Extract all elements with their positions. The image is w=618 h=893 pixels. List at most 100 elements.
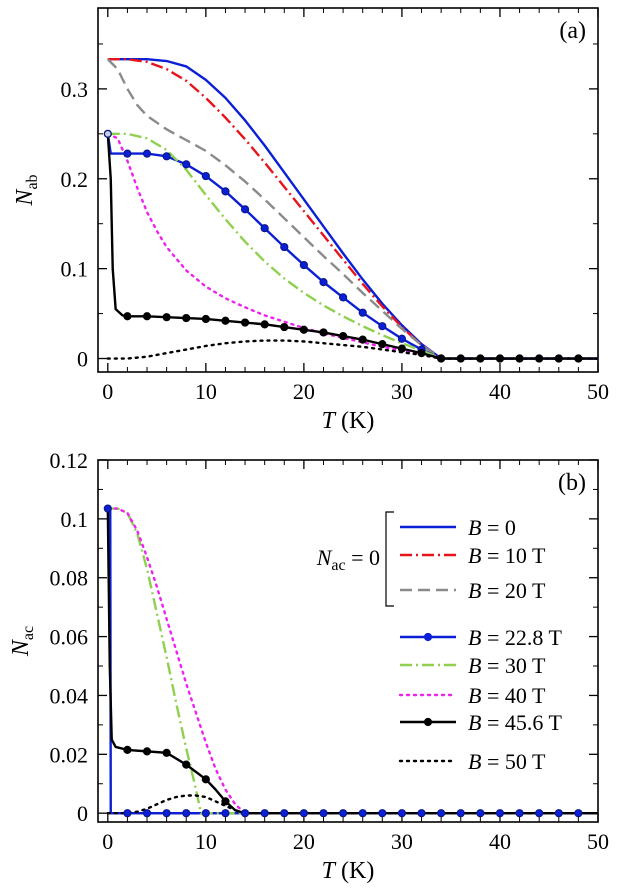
series-marker — [260, 224, 269, 233]
panel-a: 0 10 20 30 40 50 0 0.1 0.2 0.3 T (K) Nab (a) — [12, 7, 609, 434]
y-tick-label: 0.12 — [50, 448, 89, 473]
series-marker — [495, 354, 505, 363]
x-tick-label: 20 — [293, 829, 315, 854]
panel-b: 0 10 20 30 40 50 0 0.02 0.04 0.06 0.08 0.1 0.12 T (K)… — [8, 448, 609, 884]
y-tick-label: 0.1 — [61, 507, 89, 532]
series-marker — [535, 809, 544, 818]
series-marker — [260, 320, 269, 329]
series-marker — [182, 160, 191, 169]
series-marker — [319, 278, 328, 287]
series-line — [107, 507, 598, 815]
series-marker — [182, 760, 191, 769]
x-tick-label: 10 — [195, 829, 217, 854]
legend-label: B = 50 T — [468, 749, 546, 774]
series-group — [103, 504, 598, 818]
legend-label: B = 30 T — [468, 653, 546, 678]
series-marker — [221, 797, 230, 806]
x-tick-label: 50 — [587, 829, 609, 854]
series-marker — [358, 308, 367, 317]
series-marker — [574, 809, 583, 818]
x-tick-label: 20 — [293, 379, 315, 404]
series-marker — [182, 809, 191, 818]
y-tick-label: 0.2 — [61, 167, 89, 192]
series-marker — [221, 316, 230, 325]
series-marker — [554, 354, 563, 363]
series-marker — [123, 809, 132, 818]
plot-frame — [97, 7, 599, 373]
legend-label: B = 22.8 T — [468, 625, 562, 650]
x-axis-title: T (K) — [322, 858, 375, 884]
series-marker — [319, 809, 328, 818]
panel-label: (b) — [558, 470, 586, 496]
series-marker — [240, 318, 250, 327]
x-tick-label: 40 — [489, 829, 511, 854]
series-marker — [142, 149, 152, 158]
y-tick-label: 0.3 — [61, 77, 89, 102]
series-marker — [338, 809, 348, 818]
series-marker — [476, 809, 485, 818]
series-marker — [378, 322, 387, 331]
series-line — [106, 508, 598, 815]
series-marker — [201, 171, 210, 181]
series-marker — [162, 152, 171, 161]
series-marker — [142, 312, 152, 321]
y-axis-title: Nab — [12, 174, 41, 206]
series-line — [106, 58, 598, 360]
series-marker — [397, 344, 407, 353]
series-line — [106, 133, 598, 360]
x-tick-label: 30 — [391, 829, 413, 854]
legend-bracket — [385, 511, 394, 607]
series-line — [106, 339, 598, 360]
x-tick-label: 10 — [195, 379, 217, 404]
series-marker — [495, 809, 505, 818]
series-marker — [358, 335, 367, 344]
series-line — [106, 133, 598, 360]
series-marker — [417, 809, 426, 818]
panel-label: (a) — [559, 18, 586, 44]
series-marker — [280, 322, 289, 332]
series-marker — [338, 331, 348, 341]
legend-label: B = 0 — [468, 515, 516, 540]
y-tick-label: 0.1 — [61, 257, 89, 282]
series-marker — [280, 809, 289, 818]
series-marker — [221, 809, 230, 818]
series-line — [107, 58, 598, 360]
legend-label: B = 20 T — [468, 578, 546, 603]
series-marker — [476, 354, 485, 363]
series-marker — [437, 354, 446, 363]
series-marker — [260, 809, 269, 818]
series-marker — [201, 775, 210, 784]
x-tick-label: 0 — [102, 829, 113, 854]
series-marker — [437, 809, 446, 818]
series-marker — [182, 313, 191, 323]
legend-group-label: Nac = 0 — [316, 545, 380, 574]
legend-label: B = 45.6 T — [468, 710, 562, 735]
x-tick-label: 50 — [587, 379, 609, 404]
series-marker — [299, 260, 308, 270]
series-marker — [162, 313, 171, 322]
series-marker — [456, 809, 465, 818]
series-marker — [123, 312, 132, 321]
series-marker — [142, 809, 152, 818]
y-tick-label: 0 — [77, 347, 88, 372]
series-line — [106, 132, 598, 360]
y-axis-title: Nac — [8, 626, 37, 657]
series-group — [103, 58, 598, 363]
series-marker — [201, 809, 210, 818]
series-marker — [574, 354, 583, 363]
x-axis-title: T (K) — [322, 408, 375, 434]
series-marker — [221, 187, 230, 196]
series-marker — [358, 809, 367, 818]
start-marker — [103, 129, 112, 138]
series-marker — [162, 809, 171, 818]
y-tick-label: 0.02 — [50, 742, 89, 767]
series-marker — [456, 354, 465, 363]
series-line — [107, 58, 598, 360]
series-marker — [319, 328, 328, 337]
series-marker — [535, 354, 544, 363]
legend-marker — [423, 717, 433, 727]
legend-marker — [423, 632, 433, 642]
series-marker — [123, 745, 132, 754]
series-marker — [397, 809, 407, 818]
